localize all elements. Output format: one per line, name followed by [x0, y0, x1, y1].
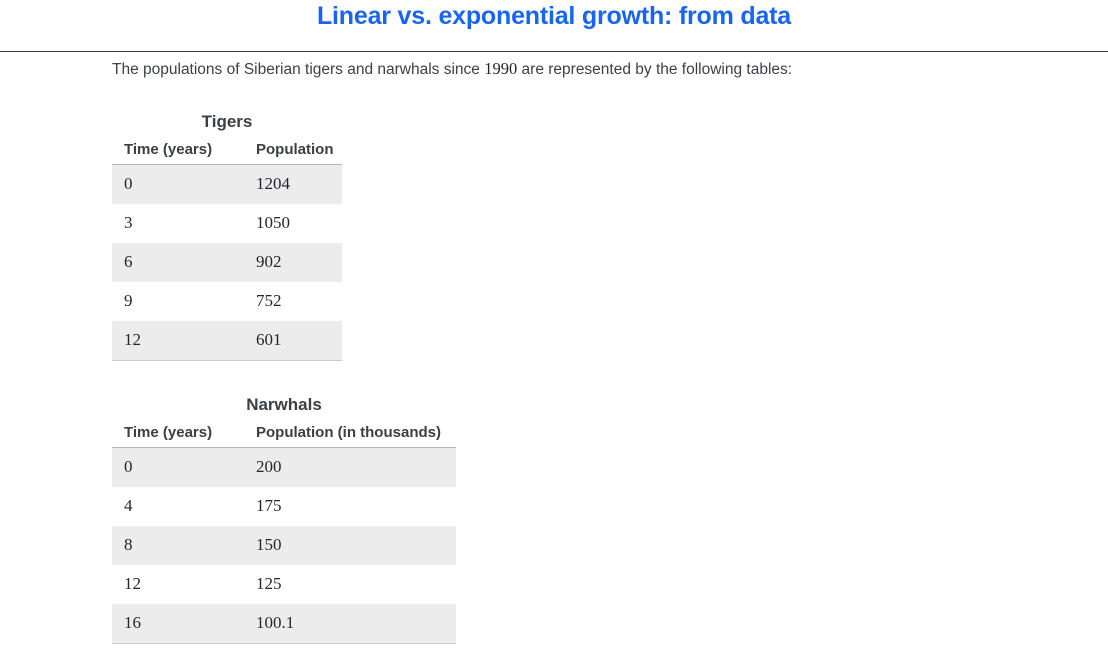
table-row: 9 752 — [112, 282, 342, 321]
narwhals-column-header-population: Population (in thousands) — [244, 424, 456, 448]
page-title: Linear vs. exponential growth: from data — [316, 2, 792, 30]
population-cell: 752 — [256, 291, 282, 310]
table-row: 12 601 — [112, 321, 342, 361]
time-cell: 3 — [124, 213, 133, 232]
population-cell: 175 — [256, 496, 282, 515]
article-content: The populations of Siberian tigers and n… — [0, 52, 1108, 644]
population-cell: 150 — [256, 535, 282, 554]
narwhals-header-row: Time (years) Population (in thousands) — [112, 424, 456, 448]
population-cell: 1050 — [256, 213, 290, 232]
time-cell: 9 — [124, 291, 133, 310]
intro-text-after: are represented by the following tables: — [517, 61, 793, 78]
narwhals-table-caption: Narwhals — [246, 395, 322, 414]
tigers-table-caption: Tigers — [201, 112, 253, 131]
tigers-table-section: Tigers Time (years) Population 0 1204 3 — [112, 111, 1108, 361]
narwhals-table: Time (years) Population (in thousands) 0… — [112, 424, 456, 644]
table-row: 12 125 — [112, 565, 456, 604]
intro-text: The populations of Siberian tigers and n… — [112, 59, 1108, 79]
tigers-column-header-population: Population — [244, 141, 342, 165]
narwhals-table-section: Narwhals Time (years) Population (in tho… — [112, 394, 1108, 644]
narwhals-column-header-time: Time (years) — [112, 424, 244, 448]
population-cell: 1204 — [256, 174, 290, 193]
time-cell: 4 — [124, 496, 133, 515]
population-cell: 125 — [256, 574, 282, 593]
time-cell: 12 — [124, 574, 141, 593]
table-row: 6 902 — [112, 243, 342, 282]
table-row: 4 175 — [112, 487, 456, 526]
time-cell: 8 — [124, 535, 133, 554]
population-cell: 601 — [244, 321, 342, 361]
population-cell: 902 — [256, 252, 282, 271]
table-row: 3 1050 — [112, 204, 342, 243]
time-cell: 16 — [112, 604, 244, 644]
tigers-header-row: Time (years) Population — [112, 141, 342, 165]
tigers-table: Time (years) Population 0 1204 3 1050 6 — [112, 141, 342, 361]
page-header: Linear vs. exponential growth: from data — [0, 0, 1108, 52]
table-row: 0 200 — [112, 447, 456, 487]
table-row: 8 150 — [112, 526, 456, 565]
intro-year-value: 1990 — [484, 59, 518, 78]
time-cell: 0 — [124, 457, 133, 476]
intro-text-before: The populations of Siberian tigers and n… — [112, 61, 485, 78]
population-cell: 200 — [256, 457, 282, 476]
time-cell: 0 — [124, 174, 133, 193]
population-cell: 100.1 — [244, 604, 456, 644]
table-row: 16 100.1 — [112, 604, 456, 644]
tigers-column-header-time: Time (years) — [112, 141, 244, 165]
table-row: 0 1204 — [112, 164, 342, 204]
time-cell: 12 — [112, 321, 244, 361]
time-cell: 6 — [124, 252, 133, 271]
